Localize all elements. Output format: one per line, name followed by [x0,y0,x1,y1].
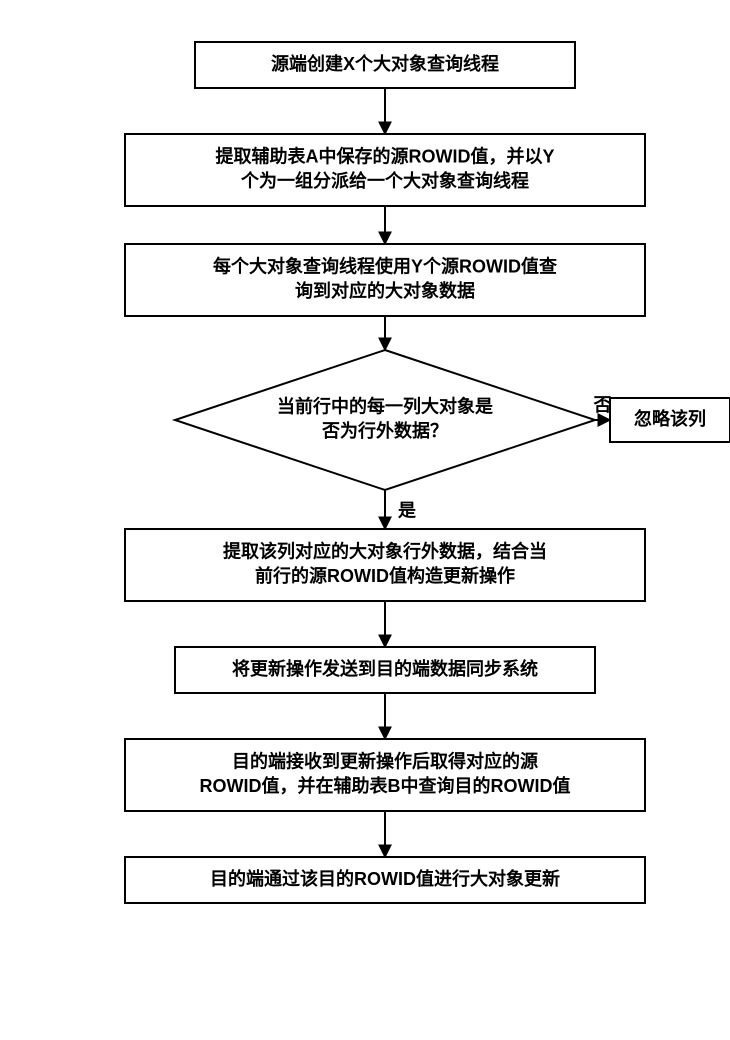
flow-node: 每个大对象查询线程使用Y个源ROWID值查询到对应的大对象数据 [125,244,645,316]
flowchart-canvas: 否是 源端创建X个大对象查询线程提取辅助表A中保存的源ROWID值，并以Y 个为一组… [20,20,730,1020]
flow-node: 源端创建X个大对象查询线程 [195,42,575,88]
node-label: 当前行中的每一列大对象是 [277,396,493,417]
node-label: 目的端接收到更新操作后取得对应的源 [232,751,538,772]
node-label: 提取辅助表A中保存的源ROWID值，并以Y [216,146,555,167]
node-label: 前行的源ROWID值构造更新操作 [255,565,515,586]
node-label: 提取该列对应的大对象行外数据，结合当 [223,541,547,562]
flow-node: 提取该列对应的大对象行外数据，结合当前行的源ROWID值构造更新操作 [125,529,645,601]
node-label: 询到对应的大对象数据 [295,280,475,301]
flow-node: 忽略该列 [610,398,730,442]
node-label: 将更新操作发送到目的端数据同步系统 [232,658,538,679]
node-label: 每个大对象查询线程使用Y个源ROWID值查 [213,256,557,277]
flow-node: 提取辅助表A中保存的源ROWID值，并以Y 个为一组分派给一个大对象查询线程 [125,134,645,206]
flow-node: 目的端通过该目的ROWID值进行大对象更新 [125,857,645,903]
node-label: 否为行外数据？ [321,420,448,441]
node-label: ROWID值，并在辅助表B中查询目的ROWID值 [200,775,571,796]
flow-node: 将更新操作发送到目的端数据同步系统 [175,647,595,693]
node-label: 个为一组分派给一个大对象查询线程 [240,170,529,191]
flow-node: 当前行中的每一列大对象是否为行外数据？ [175,350,595,490]
node-label: 源端创建X个大对象查询线程 [271,53,499,74]
edge-label: 是 [397,500,416,520]
edge-label: 否 [593,395,612,415]
node-label: 忽略该列 [634,408,706,429]
node-label: 目的端通过该目的ROWID值进行大对象更新 [210,868,560,889]
flow-node: 目的端接收到更新操作后取得对应的源 ROWID值，并在辅助表B中查询目的ROWID… [125,739,645,811]
